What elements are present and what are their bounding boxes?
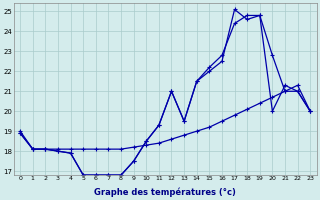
- X-axis label: Graphe des températures (°c): Graphe des températures (°c): [94, 187, 236, 197]
